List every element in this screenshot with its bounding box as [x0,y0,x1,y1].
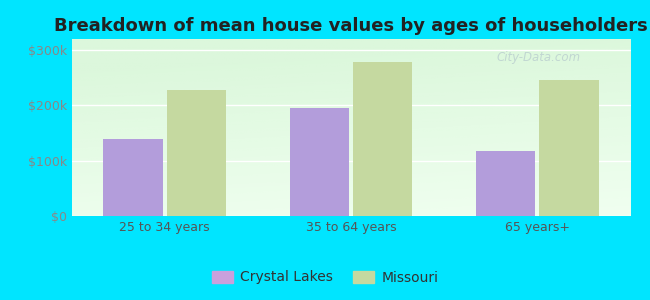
Bar [166,90,226,216]
Bar [103,139,162,216]
Bar [540,80,599,216]
Bar [289,108,349,216]
Title: Breakdown of mean house values by ages of householders: Breakdown of mean house values by ages o… [54,17,648,35]
Bar [476,151,536,216]
Text: City-Data.com: City-Data.com [497,51,580,64]
Legend: Crystal Lakes, Missouri: Crystal Lakes, Missouri [206,265,444,290]
Bar [353,62,413,216]
